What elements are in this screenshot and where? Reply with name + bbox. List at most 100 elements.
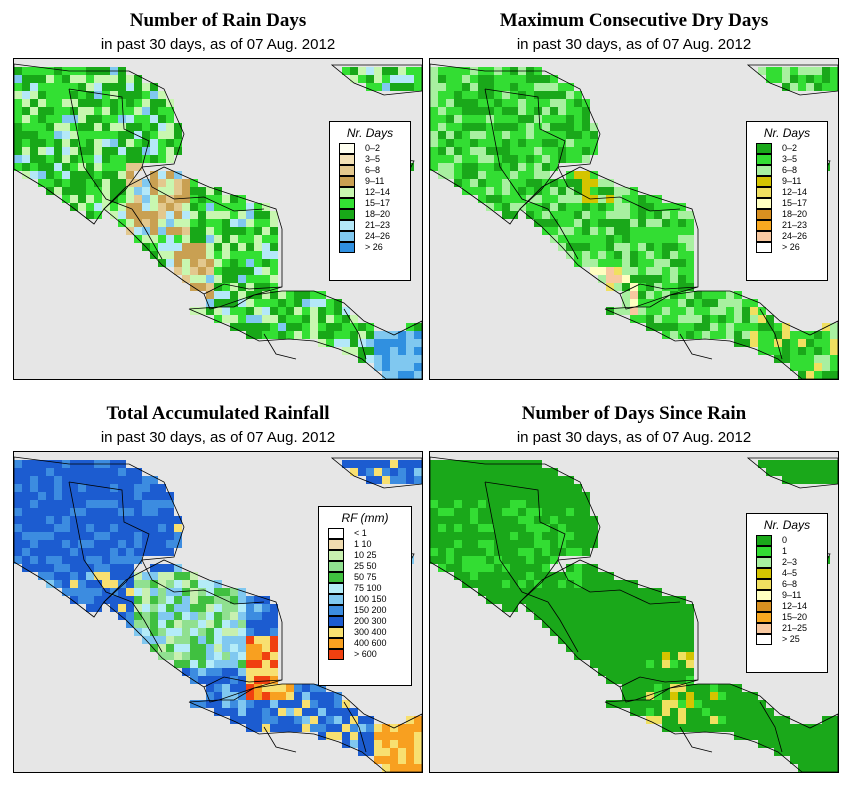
map-cell: [510, 588, 518, 596]
map-cell: [262, 275, 270, 283]
country-border: [759, 308, 783, 360]
map-cell: [382, 724, 390, 732]
map-cell: [518, 516, 526, 524]
map-cell: [230, 227, 238, 235]
map-cell: [646, 684, 654, 692]
map-cell: [198, 652, 206, 660]
map-cell: [62, 516, 70, 524]
map-cell: [414, 67, 422, 75]
map-cell: [334, 315, 342, 323]
map-cell: [78, 476, 86, 484]
map-cell: [102, 83, 110, 91]
map-cell: [46, 500, 54, 508]
map-cell: [534, 508, 542, 516]
map-cell: [630, 628, 638, 636]
map-cell: [622, 588, 630, 596]
map-cell: [94, 123, 102, 131]
map-cell: [590, 612, 598, 620]
map-cell: [390, 67, 398, 75]
map-cell: [542, 612, 550, 620]
map-cell: [86, 75, 94, 83]
map-cell: [502, 572, 510, 580]
map-cell: [382, 67, 390, 75]
map-cell: [78, 524, 86, 532]
map-cell: [166, 500, 174, 508]
map-cell: [30, 163, 38, 171]
map-cell: [534, 203, 542, 211]
map-cell: [134, 99, 142, 107]
map-cell: [654, 620, 662, 628]
map-cell: [70, 75, 78, 83]
legend-days-since-rain: Nr. Days 0 1 2–3 4–5 6–8 9–11 12–14 15–20 21–25 >…: [746, 513, 828, 673]
map-cell: [710, 692, 718, 700]
map-cell: [270, 620, 278, 628]
map-cell: [350, 339, 358, 347]
map-cell: [222, 219, 230, 227]
map-cell: [86, 580, 94, 588]
legend-item: 15–17: [339, 198, 410, 209]
map-cell: [574, 548, 582, 556]
map-cell: [254, 644, 262, 652]
map-cell: [238, 604, 246, 612]
map-cell: [142, 628, 150, 636]
map-cell: [814, 339, 822, 347]
map-cell: [14, 484, 22, 492]
map-cell: [62, 500, 70, 508]
map-cell: [30, 476, 38, 484]
map-cell: [94, 580, 102, 588]
map-cell: [126, 123, 134, 131]
map-cell: [510, 187, 518, 195]
map-cell: [278, 307, 286, 315]
map-cell: [86, 516, 94, 524]
map-cell: [558, 91, 566, 99]
map-cell: [782, 732, 790, 740]
map-cell: [662, 315, 670, 323]
map-cell: [158, 195, 166, 203]
map-cell: [230, 620, 238, 628]
map-cell: [238, 211, 246, 219]
legend-item: 18–20: [339, 209, 410, 220]
map-cell: [518, 83, 526, 91]
map-cell: [494, 508, 502, 516]
map-cell: [190, 580, 198, 588]
map-cell: [686, 668, 694, 676]
map-cell: [462, 83, 470, 91]
map-cell: [582, 195, 590, 203]
map-cell: [406, 363, 414, 371]
map-cell: [62, 484, 70, 492]
map-cell: [22, 115, 30, 123]
map-cell: [54, 83, 62, 91]
map-cell: [214, 628, 222, 636]
legend-item: > 26: [756, 242, 827, 253]
map-cell: [518, 115, 526, 123]
map-cell: [150, 123, 158, 131]
map-cell: [822, 339, 830, 347]
map-cell: [446, 500, 454, 508]
map-cell: [574, 652, 582, 660]
legend-label: 400 600: [354, 638, 387, 648]
map-cell: [254, 243, 262, 251]
map-cell: [166, 548, 174, 556]
map-cell: [470, 460, 478, 468]
map-cell: [574, 219, 582, 227]
map-cell: [310, 291, 318, 299]
map-cell: [214, 275, 222, 283]
map-cell: [686, 291, 694, 299]
map-cell: [566, 548, 574, 556]
map-cell: [134, 596, 142, 604]
map-cell: [222, 612, 230, 620]
map-cell: [534, 83, 542, 91]
map-cell: [190, 676, 198, 684]
map-cell: [678, 612, 686, 620]
map-cell: [198, 644, 206, 652]
legend-item: 4–5: [756, 568, 827, 579]
map-cell: [470, 179, 478, 187]
legend-item: 25 50: [328, 561, 411, 572]
map-cell: [734, 299, 742, 307]
map-cell: [598, 267, 606, 275]
map-cell: [582, 516, 590, 524]
map-cell: [86, 508, 94, 516]
map-cell: [390, 75, 398, 83]
map-cell: [430, 131, 438, 139]
map-cell: [446, 107, 454, 115]
